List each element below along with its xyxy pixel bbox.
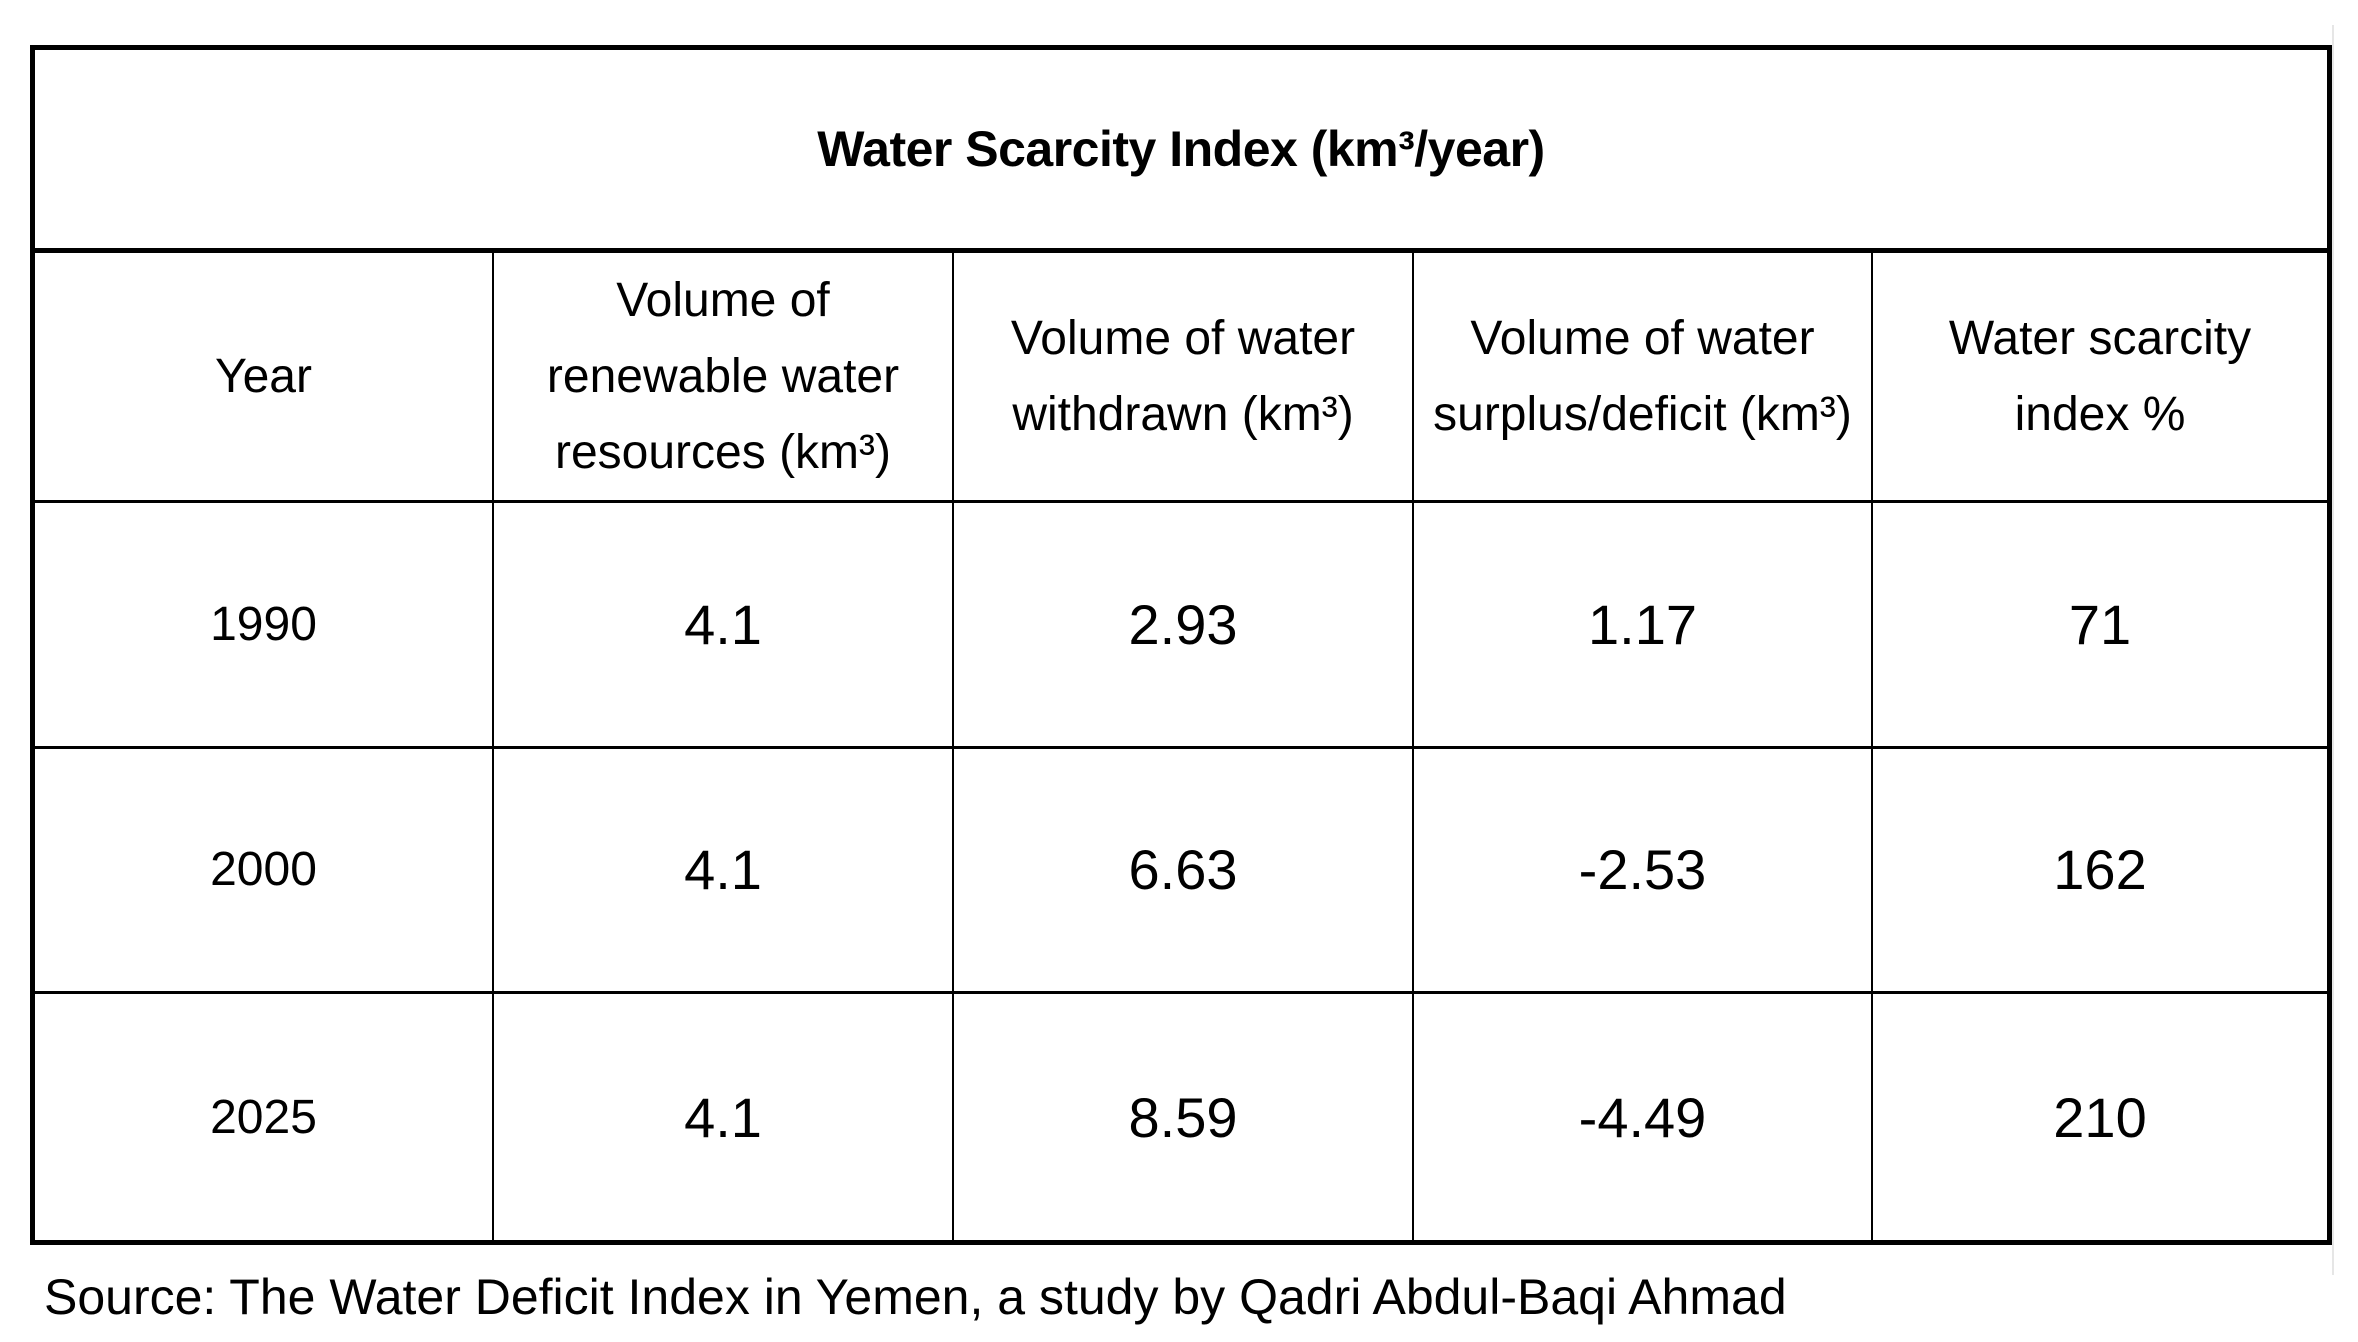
header-withdrawn: Volume of water withdrawn (km³): [954, 253, 1414, 503]
water-scarcity-table: Water Scarcity Index (km³/year) Year Vol…: [30, 45, 2332, 1245]
cell-withdrawn: 6.63: [954, 748, 1414, 995]
cell-surplus-deficit: -4.49: [1414, 994, 1873, 1240]
cell-scarcity-index: 210: [2053, 1085, 2147, 1149]
header-year: Year: [35, 253, 494, 503]
header-renewable-resources: Volume of renewable water resources (km³…: [494, 253, 954, 503]
cell-withdrawn: 2.93: [954, 503, 1414, 749]
cell-withdrawn: 8.59: [954, 994, 1414, 1240]
table-title: Water Scarcity Index (km³/year): [817, 121, 1545, 177]
header-surplus-deficit: Volume of water surplus/deficit (km³): [1414, 253, 1873, 503]
table-grid: Year Volume of renewable water resources…: [35, 253, 2327, 1240]
cell-year: 2000: [35, 748, 494, 995]
cell-surplus-deficit: -2.53: [1414, 748, 1873, 995]
cell-renewable: 4.1: [494, 748, 954, 995]
table-title-row: Water Scarcity Index (km³/year): [35, 50, 2327, 253]
page-edge: [2332, 25, 2334, 1275]
source-caption: Source: The Water Deficit Index in Yemen…: [44, 1269, 1787, 1325]
cell-year: 2025: [35, 994, 494, 1240]
cell-scarcity-index: 71: [1873, 503, 2327, 749]
header-scarcity-index: Water scarcity index %: [1873, 253, 2327, 503]
cell-scarcity-index: 162: [1873, 749, 2327, 995]
cell-surplus-deficit: 1.17: [1414, 503, 1873, 749]
cell-renewable: 4.1: [494, 994, 954, 1240]
cell-year: 1990: [35, 503, 494, 749]
cell-renewable: 4.1: [494, 503, 954, 749]
